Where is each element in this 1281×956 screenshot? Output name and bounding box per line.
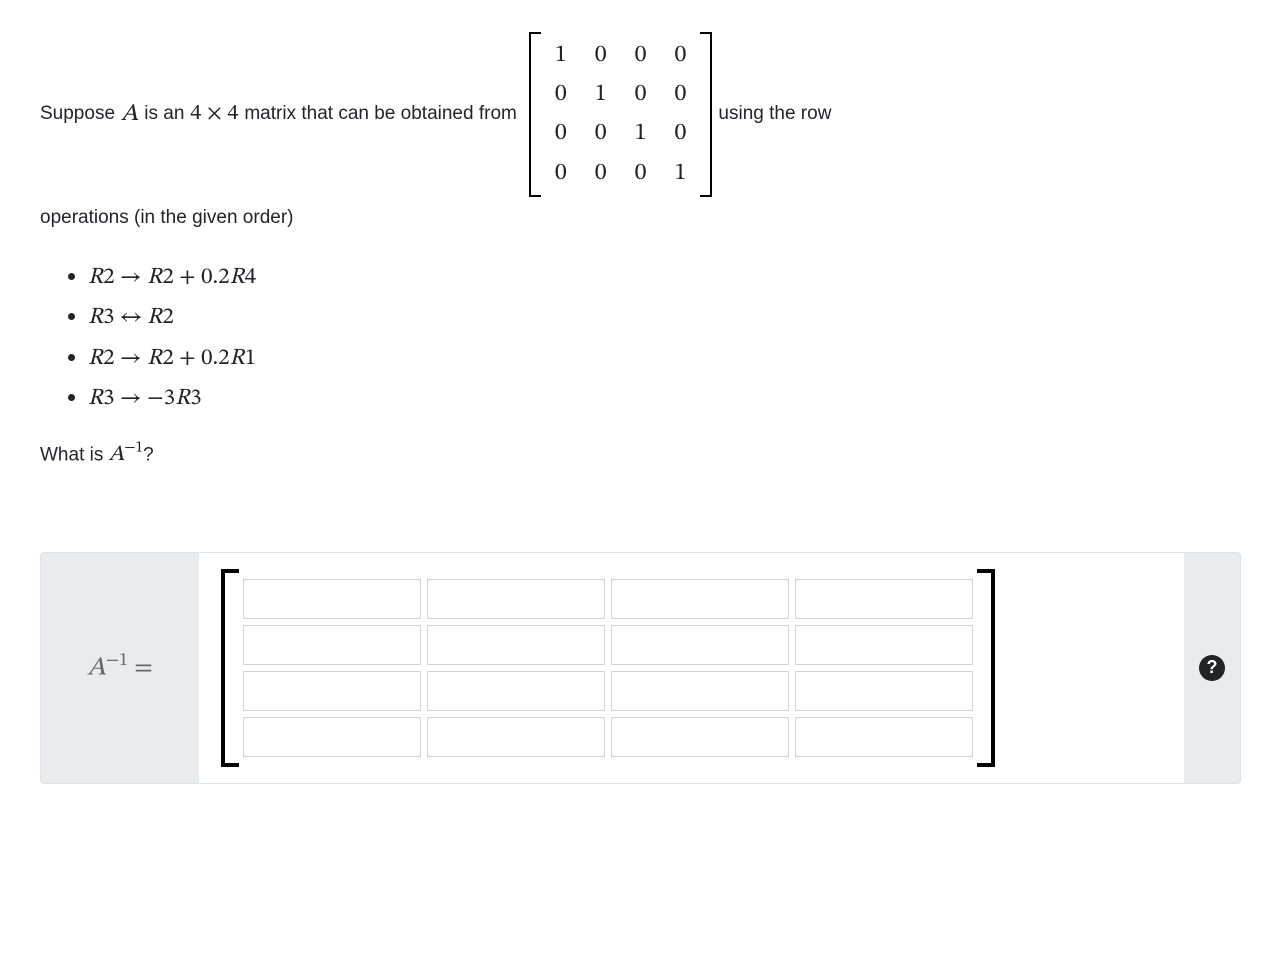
question-expr: A−1 [109,444,144,466]
answer-input[interactable] [243,717,421,757]
answer-cell [243,625,421,665]
identity-cell: 0 [541,154,581,193]
identity-cell: 1 [541,36,581,75]
row-operation: R3 ↔ R2 [88,297,1241,338]
identity-cell: 0 [621,154,661,193]
question-prefix: What is [40,444,109,465]
row-operation: R2 → R2 + 0.2R1 [88,338,1241,379]
identity-cell: 0 [581,154,621,193]
answer-row [243,579,973,619]
problem-intro-line2: operations (in the given order) [40,197,1241,239]
identity-cell: 1 [661,154,701,193]
row-operation-expr: R3 → −3R3 [88,387,202,410]
identity-cell: 0 [581,36,621,75]
answer-cell [427,579,605,619]
answer-label: A−1 = [41,553,199,783]
intro-suffix: using the row [718,100,831,129]
answer-matrix-grid [237,573,979,763]
answer-bracket-right [977,569,995,767]
dim-text: 4 × 4 [190,98,238,131]
row-operation-expr: R3 ↔ R2 [88,306,174,329]
bracket-left [529,32,541,197]
row-operations-list: R2 → R2 + 0.2R4 R3 ↔ R2 R2 → R2 + 0.2R1 R3 … [88,257,1241,419]
row-operation-expr: R2 → R2 + 0.2R1 [88,347,256,370]
answer-body [199,553,1184,783]
answer-bracket-left [221,569,239,767]
intro-mid2: matrix that can be obtained from [244,100,516,129]
answer-cell [243,671,421,711]
answer-cell [795,671,973,711]
answer-input[interactable] [427,717,605,757]
identity-cell: 0 [661,36,701,75]
answer-panel: A−1 = ? [40,552,1241,784]
answer-cell [427,717,605,757]
identity-row: 0100 [541,75,701,114]
identity-cell: 1 [581,75,621,114]
answer-cell [427,625,605,665]
row-operation: R3 → −3R3 [88,378,1241,419]
question-var: A [109,444,125,466]
help-icon[interactable]: ? [1199,655,1225,681]
answer-input[interactable] [795,717,973,757]
answer-cell [795,625,973,665]
identity-matrix: 1000010000100001 [529,32,713,197]
answer-input[interactable] [611,625,789,665]
question-line: What is A−1? [40,437,1241,472]
identity-cell: 0 [621,75,661,114]
identity-row: 0010 [541,114,701,153]
answer-input[interactable] [243,671,421,711]
answer-input[interactable] [795,579,973,619]
answer-input[interactable] [795,671,973,711]
identity-cell: 0 [661,114,701,153]
answer-cell [795,579,973,619]
question-suffix: ? [143,444,154,465]
help-glyph: ? [1207,654,1218,681]
identity-cell: 0 [541,75,581,114]
answer-cell [243,579,421,619]
bracket-right [700,32,712,197]
answer-matrix [221,569,995,767]
answer-cell [611,625,789,665]
row-operation: R2 → R2 + 0.2R4 [88,257,1241,298]
answer-cell [243,717,421,757]
answer-input[interactable] [611,579,789,619]
matrix-var: A [121,96,138,132]
problem-intro-line1: Suppose A is an 4 × 4 matrix that can be… [40,32,1241,197]
answer-input[interactable] [427,579,605,619]
answer-cell [427,671,605,711]
answer-cell [611,717,789,757]
identity-row: 0001 [541,154,701,193]
answer-help-panel: ? [1184,553,1240,783]
answer-row [243,625,973,665]
answer-label-sup: −1 [106,652,128,670]
question-sup: −1 [124,440,143,456]
answer-cell [611,579,789,619]
answer-input[interactable] [243,625,421,665]
answer-input[interactable] [427,671,605,711]
question-page: Suppose A is an 4 × 4 matrix that can be… [0,0,1281,844]
answer-label-eq: = [128,655,153,681]
intro-mid1: is an [144,100,184,129]
answer-input[interactable] [611,717,789,757]
answer-input[interactable] [427,625,605,665]
identity-cell: 0 [621,36,661,75]
answer-input[interactable] [611,671,789,711]
answer-input[interactable] [795,625,973,665]
answer-row [243,671,973,711]
identity-cell: 0 [541,114,581,153]
identity-row: 1000 [541,36,701,75]
row-operation-expr: R2 → R2 + 0.2R4 [88,266,256,289]
answer-cell [611,671,789,711]
identity-cell: 0 [581,114,621,153]
identity-matrix-grid: 1000010000100001 [541,36,701,193]
answer-label-var: A [87,655,106,681]
identity-cell: 0 [661,75,701,114]
intro-prefix: Suppose [40,100,115,129]
answer-cell [795,717,973,757]
answer-input[interactable] [243,579,421,619]
identity-cell: 1 [621,114,661,153]
answer-row [243,717,973,757]
